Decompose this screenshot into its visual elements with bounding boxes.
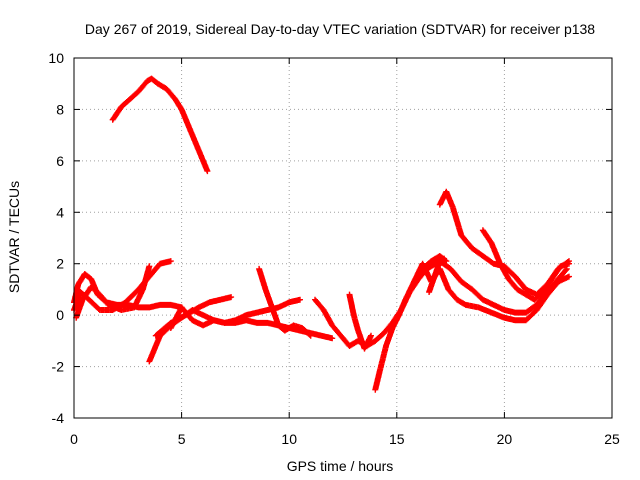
series-markers: [256, 265, 314, 339]
grid-lines: [74, 58, 612, 418]
x-tick-label: 10: [281, 431, 297, 447]
series-markers: [167, 296, 303, 331]
y-tick-label: 0: [56, 307, 64, 323]
x-tick-label: 20: [497, 431, 513, 447]
plot-frame: [73, 57, 613, 419]
y-tick-label: 4: [56, 204, 64, 220]
x-tick-label: 5: [178, 431, 186, 447]
series-markers: [109, 75, 211, 175]
series-arc-13: [426, 258, 570, 316]
series-markers: [426, 258, 570, 316]
y-tick-label: 6: [56, 153, 64, 169]
x-tick-label: 0: [70, 431, 78, 447]
series-markers: [346, 291, 374, 352]
series-markers: [479, 227, 572, 303]
chart-title: Day 267 of 2019, Sidereal Day-to-day VTE…: [85, 21, 595, 37]
y-axis-label: SDTVAR / TECUs: [6, 181, 22, 293]
data-marks: [71, 75, 572, 393]
series-arc-10: [346, 291, 374, 352]
y-tick-label: 10: [48, 50, 64, 66]
y-tick-label: 2: [56, 256, 64, 272]
series-arc-1: [109, 75, 211, 175]
y-tick-label: 8: [56, 101, 64, 117]
series-arc-7: [167, 296, 303, 331]
y-tick-label: -2: [52, 359, 65, 375]
series-arc-8: [256, 265, 314, 339]
y-tick-label: -4: [52, 410, 65, 426]
x-axis-label: GPS time / hours: [287, 458, 394, 474]
x-tick-label: 15: [389, 431, 405, 447]
series-arc-15: [479, 227, 572, 303]
x-tick-label: 25: [604, 431, 620, 447]
y-axis-ticks: -4 -2 0 2 4 6 8 10: [48, 50, 612, 426]
x-axis-ticks: 0 5 10 15 20 25: [70, 58, 620, 447]
